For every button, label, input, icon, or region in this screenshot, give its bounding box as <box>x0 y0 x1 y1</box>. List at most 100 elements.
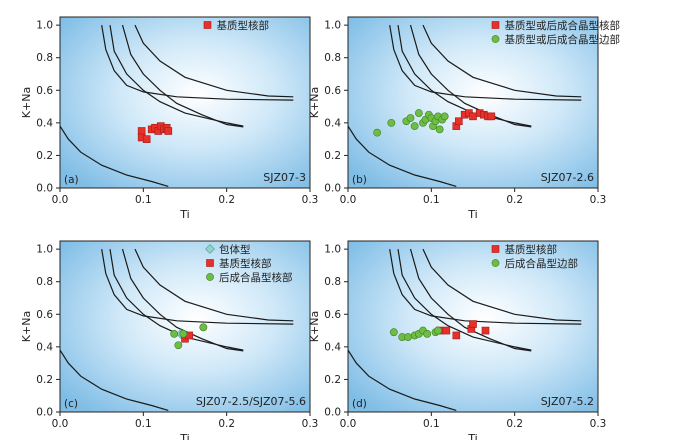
sample-label: SJZ07-5.2 <box>541 395 594 408</box>
chart-panel-0: 0.0 0.1 0.2 0.3 0.0 0.2 0.4 0.6 0.8 1.0 Ti K+Na (a) S… <box>20 16 318 221</box>
data-point-square <box>469 112 477 121</box>
legend-marker <box>491 21 500 29</box>
y-tick-label: 0.4 <box>324 117 341 129</box>
x-axis-label: Ti <box>179 432 189 440</box>
reference-curve-0 <box>389 25 582 101</box>
data-point-circle <box>423 329 432 338</box>
data-point-circle <box>434 326 442 335</box>
y-tick-label: 0.8 <box>324 276 341 288</box>
legend-label: 包体型 <box>219 243 251 256</box>
plot-frame <box>59 16 311 189</box>
y-tick-label: 0.8 <box>324 52 341 64</box>
data-point-circle <box>174 341 183 350</box>
legend-label: 后成合晶型边部 <box>505 257 579 270</box>
x-tick-label: 0.2 <box>218 418 235 430</box>
legend-marker <box>203 21 212 29</box>
reference-curve-0 <box>389 249 582 325</box>
x-axis-label: Ti <box>467 432 477 440</box>
plot-background <box>60 17 310 188</box>
x-tick-label: 0.2 <box>506 418 523 430</box>
sample-label: SJZ07-2.6 <box>541 171 594 184</box>
data-point-square <box>452 331 461 340</box>
x-tick-label: 0.1 <box>135 418 152 430</box>
legend-label: 后成合晶型核部 <box>219 271 293 284</box>
reference-curve-3 <box>347 349 457 411</box>
reference-curve-3 <box>59 125 169 187</box>
legend-marker <box>206 273 214 281</box>
y-tick-label: 0.2 <box>324 150 341 162</box>
data-point-circle <box>179 329 188 338</box>
plot-background <box>60 241 310 412</box>
plot-frame <box>59 240 311 413</box>
legend-label: 基质型核部 <box>505 243 558 256</box>
data-point-circle <box>406 114 415 122</box>
x-tick-label: 0.0 <box>52 418 69 430</box>
legend-marker <box>491 35 500 43</box>
data-point-circle <box>414 109 423 117</box>
y-tick-label: 0.6 <box>324 309 341 321</box>
y-tick-label: 0.0 <box>324 407 341 419</box>
reference-curve-4 <box>134 248 294 322</box>
y-tick-label: 0.6 <box>324 85 341 97</box>
x-tick-label: 0.2 <box>218 194 235 206</box>
legend-label: 基质型核部 <box>217 19 270 32</box>
data-point-square <box>487 112 496 121</box>
reference-curve-2 <box>409 248 532 352</box>
reference-curve-3 <box>59 349 169 411</box>
y-tick-label: 0.4 <box>324 341 341 353</box>
legend-marker <box>491 245 500 253</box>
panel-label: (c) <box>64 398 78 410</box>
chart-panel-1: 0.0 0.1 0.2 0.3 0.0 0.2 0.4 0.6 0.8 1.0 Ti K+Na (b) S… <box>308 16 621 221</box>
chart-panel-2: 0.0 0.1 0.2 0.3 0.0 0.2 0.4 0.6 0.8 1.0 Ti K+Na (c) S… <box>20 240 319 444</box>
x-tick-label: 0.2 <box>506 194 523 206</box>
y-tick-label: 1.0 <box>36 244 53 256</box>
data-point-square <box>469 320 477 328</box>
plot-frame <box>347 240 599 413</box>
data-point-square <box>137 127 146 135</box>
sample-label: SJZ07-2.5/SJZ07-5.6 <box>196 395 306 408</box>
legend-marker <box>206 259 214 267</box>
y-tick-label: 0.4 <box>36 117 53 129</box>
data-point-circle <box>387 118 396 127</box>
sample-label: SJZ07-3 <box>263 171 306 184</box>
data-point-square <box>455 117 463 126</box>
reference-curve-0 <box>101 25 294 101</box>
reference-curve-2 <box>121 24 244 128</box>
data-point-square <box>442 326 451 335</box>
y-axis-label: K+Na <box>308 87 321 118</box>
y-tick-label: 1.0 <box>324 244 341 256</box>
x-tick-label: 0.1 <box>423 418 440 430</box>
reference-curve-0 <box>101 249 294 325</box>
x-tick-label: 0.3 <box>590 418 607 430</box>
y-tick-label: 0.2 <box>324 374 341 386</box>
reference-curve-2 <box>409 24 532 128</box>
x-tick-label: 0.0 <box>52 194 69 206</box>
panel-label: (d) <box>352 398 367 410</box>
x-tick-label: 0.1 <box>423 194 440 206</box>
data-point-circle <box>410 122 419 131</box>
y-tick-label: 0.0 <box>36 183 53 195</box>
legend-label: 基质型或后成合晶型边部 <box>505 33 621 46</box>
y-axis-label: K+Na <box>20 87 33 118</box>
y-tick-label: 1.0 <box>324 20 341 32</box>
x-axis-label: Ti <box>179 208 189 221</box>
y-tick-label: 0.2 <box>36 150 53 162</box>
plot-frame <box>347 16 599 189</box>
reference-curve-4 <box>422 24 582 98</box>
data-point-circle <box>389 328 398 337</box>
data-point-square <box>481 326 490 335</box>
x-tick-label: 0.3 <box>590 194 607 206</box>
y-tick-label: 0.0 <box>36 407 53 419</box>
legend-marker <box>491 259 500 267</box>
y-axis-label: K+Na <box>20 311 33 342</box>
y-tick-label: 1.0 <box>36 20 53 32</box>
y-tick-label: 0.6 <box>36 309 53 321</box>
data-point-circle <box>373 128 382 137</box>
x-tick-label: 0.3 <box>302 418 319 430</box>
y-tick-label: 0.6 <box>36 85 53 97</box>
reference-curve-3 <box>347 125 457 187</box>
data-point-circle <box>440 112 449 121</box>
y-tick-label: 0.8 <box>36 52 53 64</box>
panel-label: (b) <box>352 174 367 186</box>
